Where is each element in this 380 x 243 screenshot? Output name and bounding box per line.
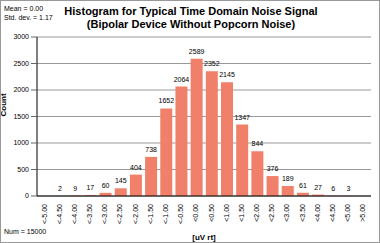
svg-text:<0.00: <0.00 bbox=[192, 204, 199, 222]
svg-text:60: 60 bbox=[102, 182, 110, 189]
html-text:Histogram for Typical Time Dom: Histogram for Typical Time Domain Noise … bbox=[64, 5, 318, 17]
svg-text:<2.00: <2.00 bbox=[253, 204, 260, 222]
svg-text:189: 189 bbox=[282, 175, 294, 182]
svg-text:2145: 2145 bbox=[219, 71, 235, 78]
html-text:(Bipolar Device Without Popcor: (Bipolar Device Without Popcorn Noise) bbox=[86, 18, 296, 30]
svg-text:<1.50: <1.50 bbox=[238, 204, 245, 222]
svg-text:[uV rt]: [uV rt] bbox=[192, 233, 216, 242]
svg-text:9: 9 bbox=[73, 185, 77, 192]
svg-text:3: 3 bbox=[347, 185, 351, 192]
svg-text:<4.50: <4.50 bbox=[329, 204, 336, 222]
svg-text:145: 145 bbox=[115, 177, 127, 184]
svg-text:61: 61 bbox=[299, 182, 307, 189]
svg-text:738: 738 bbox=[145, 146, 157, 153]
svg-text:<-3.50: <-3.50 bbox=[86, 204, 93, 224]
svg-text:844: 844 bbox=[252, 140, 264, 147]
svg-text:<1.00: <1.00 bbox=[223, 204, 230, 222]
svg-text:27: 27 bbox=[314, 184, 322, 191]
svg-text:0: 0 bbox=[25, 192, 29, 199]
svg-text:2589: 2589 bbox=[189, 48, 205, 55]
svg-text:>5.00: >5.00 bbox=[359, 204, 366, 222]
svg-text:6: 6 bbox=[331, 185, 335, 192]
svg-text:<2.50: <2.50 bbox=[268, 204, 275, 222]
svg-text:17: 17 bbox=[86, 184, 94, 191]
svg-text:<-1.00: <-1.00 bbox=[162, 204, 169, 224]
svg-text:<-1.50: <-1.50 bbox=[147, 204, 154, 224]
svg-text:<-0.50: <-0.50 bbox=[177, 204, 184, 224]
svg-text:<5.00: <5.00 bbox=[344, 204, 351, 222]
svg-text:<3.50: <3.50 bbox=[299, 204, 306, 222]
svg-text:1652: 1652 bbox=[158, 97, 174, 104]
svg-text:1347: 1347 bbox=[234, 114, 250, 121]
svg-text:<-4.50: <-4.50 bbox=[56, 204, 63, 224]
svg-text:<-4.00: <-4.00 bbox=[71, 204, 78, 224]
svg-text:<-3.00: <-3.00 bbox=[101, 204, 108, 224]
html-text:Std. dev. = 1.17: Std. dev. = 1.17 bbox=[4, 14, 53, 21]
svg-text:1000: 1000 bbox=[13, 139, 29, 146]
svg-text:<0.50: <0.50 bbox=[208, 204, 215, 222]
svg-text:2500: 2500 bbox=[13, 60, 29, 67]
svg-text:<3.00: <3.00 bbox=[283, 204, 290, 222]
svg-text:1500: 1500 bbox=[13, 113, 29, 120]
svg-text:2000: 2000 bbox=[13, 86, 29, 93]
svg-text:404: 404 bbox=[130, 164, 142, 171]
svg-text:<-2.50: <-2.50 bbox=[116, 204, 123, 224]
svg-text:2064: 2064 bbox=[174, 76, 190, 83]
svg-text:<4.00: <4.00 bbox=[314, 204, 321, 222]
svg-text:2: 2 bbox=[58, 185, 62, 192]
svg-text:500: 500 bbox=[17, 166, 29, 173]
html-text:Mean = 0.00: Mean = 0.00 bbox=[4, 5, 44, 12]
html-text:Num = 15000: Num = 15000 bbox=[4, 228, 47, 235]
svg-text:376: 376 bbox=[267, 165, 279, 172]
svg-text:<-2.00: <-2.00 bbox=[132, 204, 139, 224]
svg-text:<-5.00: <-5.00 bbox=[41, 204, 48, 224]
svg-text:2352: 2352 bbox=[204, 60, 220, 67]
svg-text:3000: 3000 bbox=[13, 33, 29, 40]
